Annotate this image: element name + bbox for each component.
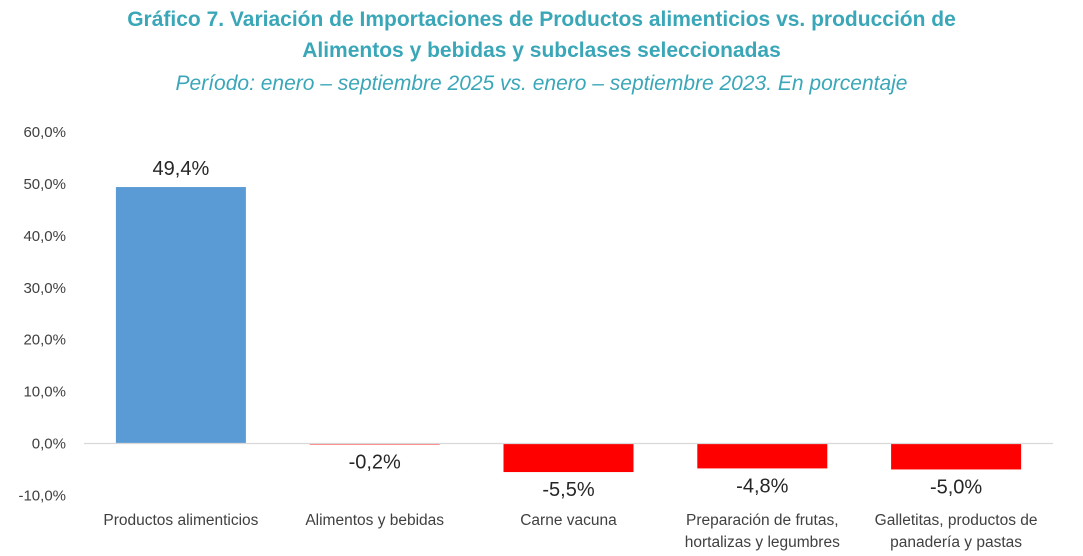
data-label: -4,8% [736, 475, 788, 497]
bar-negative [503, 443, 634, 473]
category-label: Galletitas, productos de panadería y past… [875, 512, 1038, 551]
category-label: Carne vacuna [520, 512, 617, 529]
y-tick-label: 30,0% [23, 280, 66, 297]
y-tick-label: 50,0% [23, 176, 66, 193]
data-label: -5,5% [542, 479, 594, 501]
chart-title-line2: Alimentos y bebidas y subclases seleccio… [302, 39, 781, 62]
y-tick-label: 10,0% [23, 384, 66, 401]
y-tick-label: 0,0% [32, 436, 66, 453]
y-tick-label: 60,0% [23, 124, 66, 141]
data-label: -0,2% [349, 452, 401, 474]
category-label: Preparación de frutas, hortalizas y legum… [685, 512, 840, 551]
bar-negative [891, 443, 1022, 470]
bar-positive [115, 187, 246, 444]
chart-title-line1: Gráfico 7. Variación de Importaciones de… [127, 8, 956, 31]
y-tick-label: -10,0% [18, 487, 66, 504]
chart-subtitle: Período: enero – septiembre 2025 vs. ene… [175, 72, 908, 95]
y-tick-label: 20,0% [23, 332, 66, 349]
y-tick-label: 40,0% [23, 228, 66, 245]
data-label: -5,0% [930, 476, 982, 498]
category-label: Productos alimenticios [103, 512, 258, 529]
category-label: Alimentos y bebidas [305, 512, 444, 529]
bar-negative [697, 443, 828, 469]
data-label: 49,4% [153, 158, 210, 180]
